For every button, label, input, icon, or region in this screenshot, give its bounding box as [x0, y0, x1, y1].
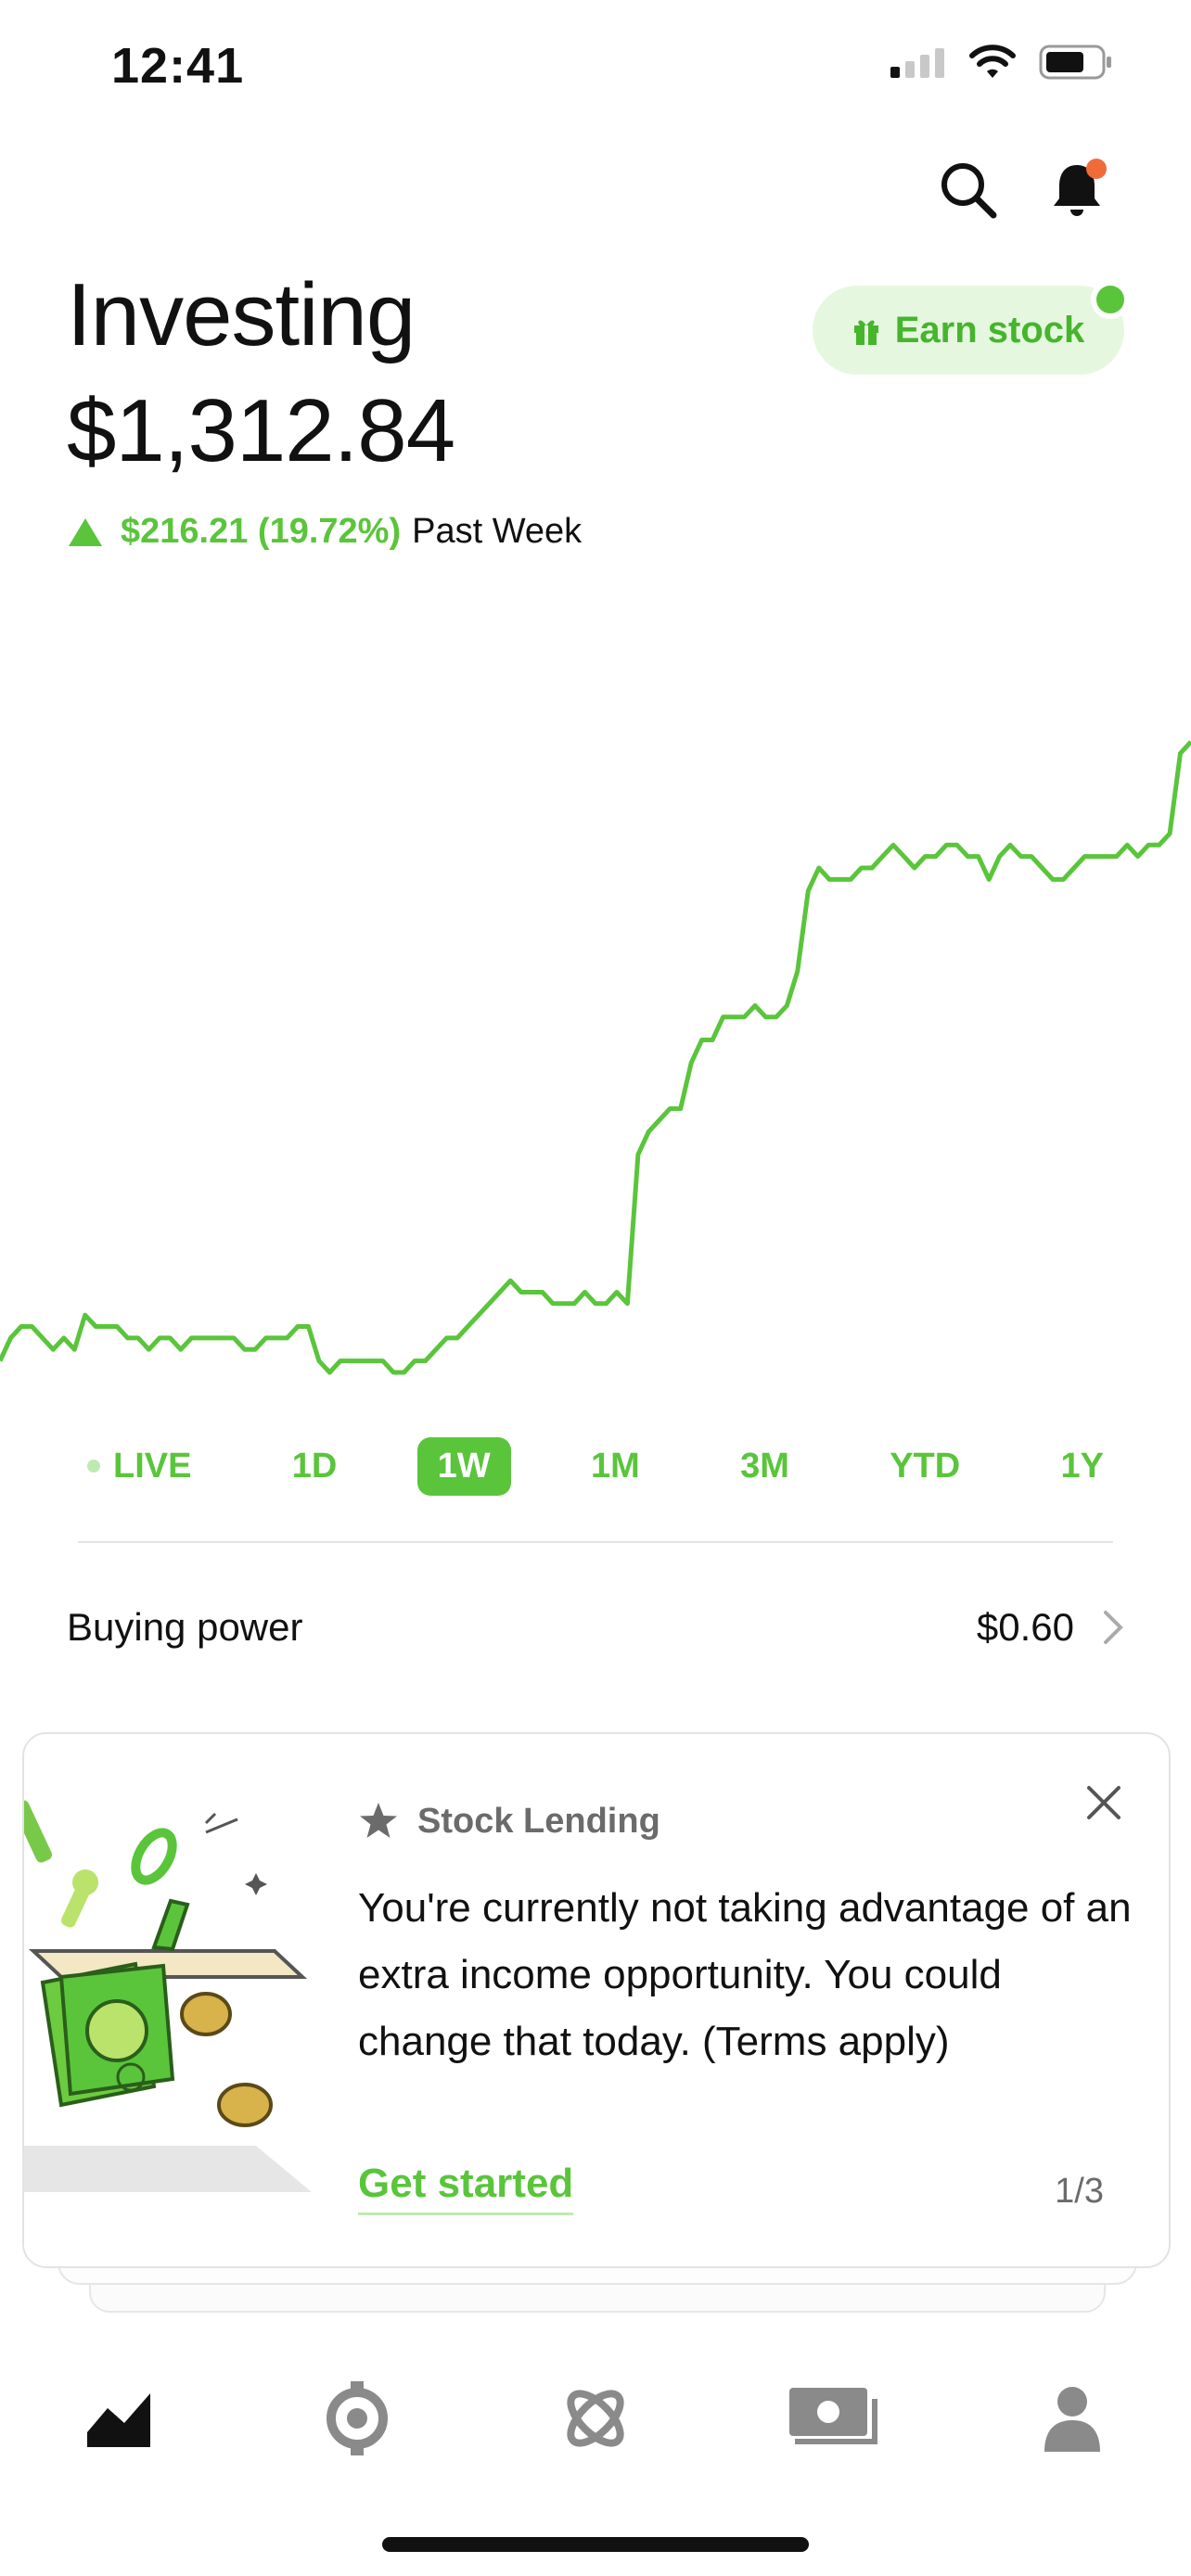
home-indicator: [382, 2537, 809, 2552]
card-page-indicator: 1/3: [1055, 2172, 1104, 2211]
range-tab-1w[interactable]: 1W: [416, 1436, 511, 1496]
search-icon: [941, 163, 997, 219]
wifi-icon: [969, 45, 1016, 78]
range-tab-1y[interactable]: 1Y: [1041, 1437, 1124, 1496]
star-icon: [360, 1803, 397, 1838]
card-category-label: Stock Lending: [417, 1801, 660, 1841]
card-close-button[interactable]: [1076, 1775, 1132, 1830]
range-tabs: LIVE 1D 1W 1M 3M YTD 1Y: [67, 1435, 1124, 1497]
notifications-button[interactable]: [1037, 148, 1121, 232]
promo-card[interactable]: Stock Lending You're currently not takin…: [22, 1732, 1171, 2268]
range-tab-label: 3M: [740, 1446, 789, 1486]
chart-icon: [85, 2386, 153, 2447]
buying-power-label: Buying power: [67, 1605, 303, 1649]
up-arrow-icon: [69, 517, 102, 546]
range-tab-1m[interactable]: 1M: [570, 1437, 660, 1496]
nav-account[interactable]: [1012, 2367, 1133, 2469]
bottom-nav: [0, 2363, 1191, 2474]
close-icon: [1087, 1786, 1121, 1819]
nav-browse[interactable]: [535, 2367, 656, 2469]
range-tab-live[interactable]: LIVE: [67, 1437, 211, 1496]
battery-icon: [1039, 45, 1111, 80]
range-tab-label: LIVE: [113, 1446, 192, 1486]
card-category: Stock Lending: [358, 1801, 660, 1842]
range-tab-1d[interactable]: 1D: [272, 1437, 358, 1496]
range-tab-label: 1Y: [1060, 1446, 1104, 1486]
portfolio-chart[interactable]: [0, 705, 1191, 1409]
portfolio-value: $1,312.84: [67, 381, 455, 480]
browse-icon: [567, 2390, 624, 2447]
change-amount: $216.21 (19.72%): [121, 512, 402, 551]
buying-power-value: $0.60: [976, 1605, 1074, 1649]
nav-investing[interactable]: [58, 2367, 179, 2469]
crypto-icon: [327, 2381, 389, 2455]
range-tab-label: 1D: [291, 1446, 338, 1486]
gift-icon: [853, 320, 878, 345]
get-started-link[interactable]: Get started: [358, 2161, 574, 2215]
earn-stock-button[interactable]: Earn stock: [813, 280, 1130, 375]
change-row: $216.21 (19.72%) Past Week: [67, 512, 582, 552]
nav-cash[interactable]: [774, 2367, 894, 2469]
bell-icon: [1054, 159, 1107, 216]
chevron-right-icon: [1104, 1611, 1123, 1644]
search-button[interactable]: [927, 148, 1010, 232]
nav-crypto[interactable]: [297, 2367, 417, 2469]
account-icon: [1044, 2387, 1100, 2452]
range-tab-label: YTD: [890, 1446, 961, 1486]
chart-series-line: [0, 740, 1191, 1375]
stock-lending-illustration: [24, 1800, 312, 2192]
live-dot: [87, 1460, 100, 1473]
earn-stock-label: Earn stock: [894, 309, 1085, 351]
status-time: 12:41: [111, 38, 245, 94]
cash-icon: [788, 2388, 877, 2444]
range-tab-label: 1W: [437, 1446, 491, 1486]
divider: [78, 1541, 1113, 1543]
earn-stock-dot: [1091, 280, 1130, 319]
status-icons: [890, 45, 1113, 80]
cellular-signal-icon: [890, 48, 944, 78]
range-tab-3m[interactable]: 3M: [720, 1437, 810, 1496]
range-tab-ytd[interactable]: YTD: [869, 1437, 980, 1496]
card-body-text: You're currently not taking advantage of…: [358, 1885, 1132, 2064]
buying-power-row[interactable]: Buying power $0.60: [67, 1595, 1124, 1660]
page-title: Investing: [67, 265, 416, 364]
change-period: Past Week: [412, 512, 583, 551]
range-tab-label: 1M: [590, 1446, 640, 1486]
